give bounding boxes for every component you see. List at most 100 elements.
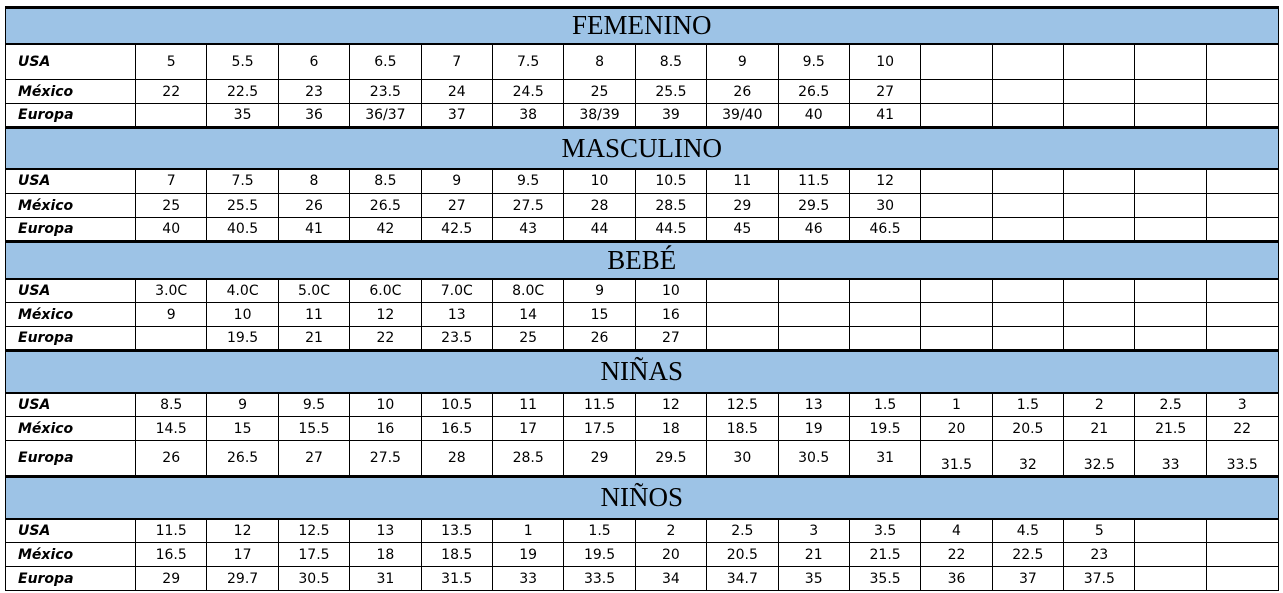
size-cell: 9 — [563, 278, 636, 303]
size-cell: 18 — [634, 416, 708, 441]
size-cell — [1205, 518, 1279, 543]
size-cell — [1134, 302, 1207, 327]
size-cell: 23 — [277, 79, 351, 104]
size-cell: 10 — [634, 278, 708, 303]
size-cell — [1205, 278, 1279, 303]
size-cell: 11 — [706, 168, 779, 194]
row-label: México — [5, 193, 136, 218]
size-cell: 32.5 — [1063, 440, 1136, 477]
row-label: Europa — [5, 326, 136, 351]
size-cell — [920, 43, 993, 80]
size-cell: 4.5 — [991, 518, 1065, 543]
size-cell: 7 — [420, 43, 493, 80]
size-cell: 29 — [134, 566, 208, 591]
size-cell: 39 — [634, 103, 708, 128]
size-cell — [706, 278, 779, 303]
size-row-europa: Europa 29 29.7 30.5 31 31.5 33 33.5 34 34.7 35 35.5… — [5, 566, 1279, 591]
size-cell: 12.5 — [277, 518, 351, 543]
size-cell: 32 — [991, 440, 1065, 477]
size-cell: 9 — [420, 168, 493, 194]
size-cell — [1134, 103, 1207, 128]
size-cell: 2 — [634, 518, 708, 543]
size-cell: 42.5 — [420, 217, 493, 242]
size-cell: 22.5 — [206, 79, 279, 104]
size-cell — [1134, 193, 1207, 218]
size-cell: 10 — [563, 168, 636, 194]
row-label: México — [5, 79, 136, 104]
size-cell: 8.0C — [491, 278, 565, 303]
section-header-row: FEMENINO — [5, 6, 1279, 45]
size-cell: 26.5 — [349, 193, 422, 218]
size-cell: 29.5 — [777, 193, 850, 218]
size-cell — [920, 103, 993, 128]
size-cell: 34.7 — [706, 566, 779, 591]
size-cell: 28 — [563, 193, 636, 218]
size-cell: 38 — [491, 103, 565, 128]
size-cell: 29 — [706, 193, 779, 218]
size-cell: 46 — [777, 217, 850, 242]
size-cell: 25.5 — [206, 193, 279, 218]
size-row-usa: USA 8.5 9 9.5 10 10.5 11 11.5 12 12.5 13 1.5 1 1.5 2 2.… — [5, 392, 1279, 417]
size-row-usa: USA 3.0C 4.0C 5.0C 6.0C 7.0C 8.0C 9 10 — [5, 278, 1279, 303]
size-cell — [1134, 79, 1207, 104]
size-cell: 33.5 — [563, 566, 636, 591]
size-cell: 15.5 — [277, 416, 351, 441]
size-cell: 35 — [206, 103, 279, 128]
size-cell: 9.5 — [777, 43, 850, 80]
size-cell: 23 — [1063, 542, 1136, 567]
size-cell — [1205, 566, 1279, 591]
size-cell: 6 — [277, 43, 351, 80]
size-cell: 17.5 — [277, 542, 351, 567]
size-cell: 22 — [920, 542, 993, 567]
size-row-mexico: México 14.5 15 15.5 16 16.5 17 17.5 18 18.5 19 19.5… — [5, 416, 1279, 441]
size-cell: 1 — [920, 392, 993, 417]
size-cell: 5 — [1063, 518, 1136, 543]
size-cell: 35 — [777, 566, 850, 591]
size-chart-table: FEMENINO USA 5 5.5 6 6.5 7 7.5 8 8.5 9 9.5 10 México 2… — [5, 6, 1279, 591]
size-cell: 21 — [777, 542, 850, 567]
size-cell: 11.5 — [563, 392, 636, 417]
size-cell: 30 — [706, 440, 779, 477]
size-cell: 22 — [1205, 416, 1279, 441]
size-cell — [920, 79, 993, 104]
size-cell: 27.5 — [491, 193, 565, 218]
size-cell — [1205, 326, 1279, 351]
section-header-row: BEBÉ — [5, 240, 1279, 280]
size-cell: 12.5 — [706, 392, 779, 417]
size-cell — [1134, 566, 1207, 591]
size-cell: 26 — [706, 79, 779, 104]
size-cell: 20 — [920, 416, 993, 441]
size-cell: 33.5 — [1205, 440, 1279, 477]
size-cell: 9.5 — [277, 392, 351, 417]
size-cell: 16 — [634, 302, 708, 327]
size-cell: 13 — [349, 518, 422, 543]
size-cell — [991, 278, 1065, 303]
size-cell: 13 — [420, 302, 493, 327]
size-cell: 1.5 — [991, 392, 1065, 417]
size-cell: 9 — [134, 302, 208, 327]
size-cell — [1063, 168, 1136, 194]
section-title: NIÑOS — [5, 475, 1279, 520]
size-cell: 6.5 — [349, 43, 422, 80]
size-cell: 18.5 — [706, 416, 779, 441]
size-cell: 4 — [920, 518, 993, 543]
row-label: Europa — [5, 566, 136, 591]
size-cell — [991, 103, 1065, 128]
size-cell — [1134, 278, 1207, 303]
section-header-row: NIÑOS — [5, 475, 1279, 520]
row-label: Europa — [5, 103, 136, 128]
size-cell — [991, 79, 1065, 104]
size-cell: 46.5 — [848, 217, 922, 242]
size-cell: 20.5 — [706, 542, 779, 567]
size-cell: 13.5 — [420, 518, 493, 543]
size-cell: 42 — [349, 217, 422, 242]
size-cell — [848, 302, 922, 327]
size-cell — [991, 302, 1065, 327]
size-cell: 41 — [277, 217, 351, 242]
size-cell: 37.5 — [1063, 566, 1136, 591]
size-cell: 39/40 — [706, 103, 779, 128]
size-cell: 2.5 — [1134, 392, 1207, 417]
size-cell: 6.0C — [349, 278, 422, 303]
size-cell: 44.5 — [634, 217, 708, 242]
size-cell: 29 — [563, 440, 636, 477]
